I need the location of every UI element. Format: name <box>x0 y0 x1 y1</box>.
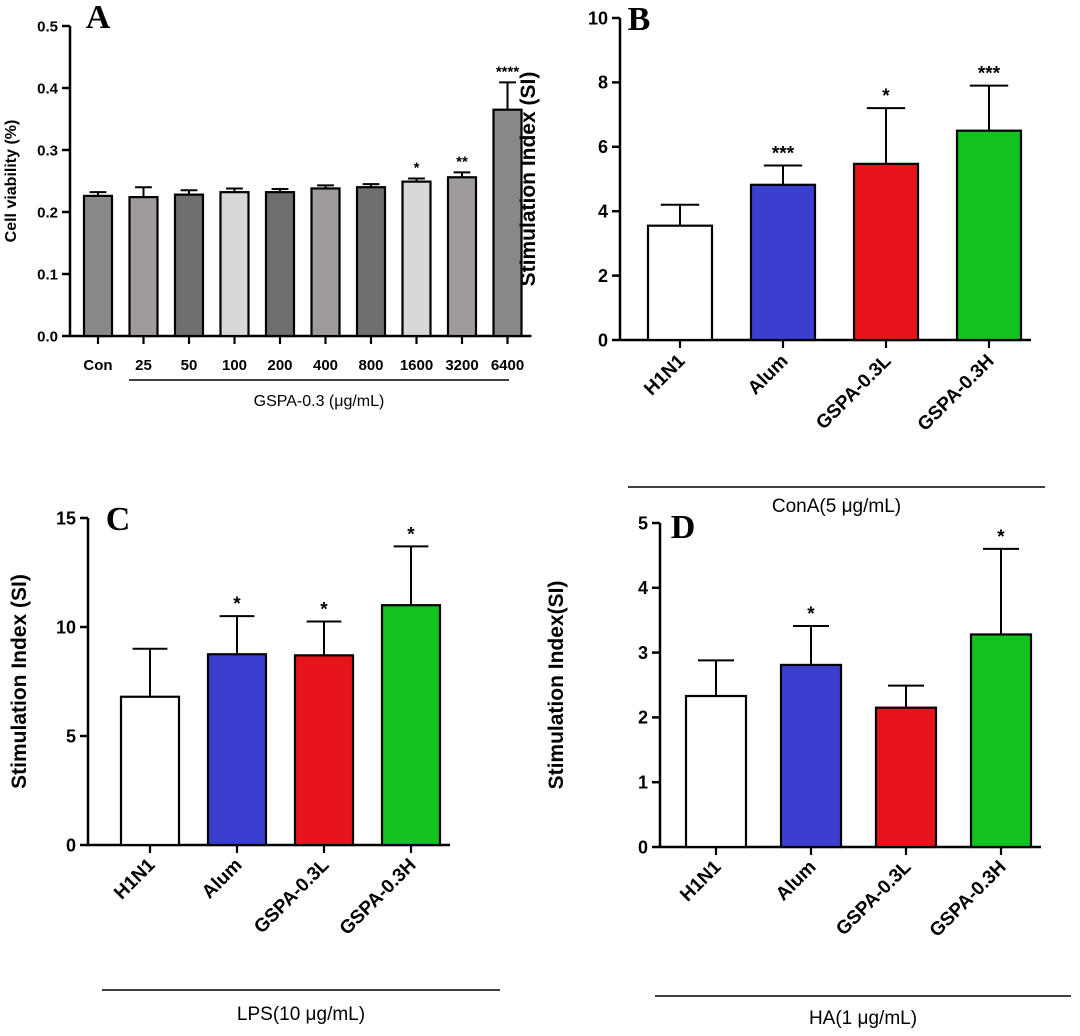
bar <box>293 654 355 847</box>
y-tick-label: 0 <box>638 837 648 857</box>
y-tick-label: 0.2 <box>37 204 58 221</box>
y-tick-label: 5 <box>66 726 76 746</box>
y-tick-label: 0.5 <box>37 18 58 35</box>
bar <box>684 694 748 849</box>
y-tick-label: 3 <box>638 643 648 663</box>
x-axis-title: HA(1 μg/mL) <box>809 1008 917 1029</box>
x-category-label: Alum <box>772 857 820 905</box>
x-axis-title: LPS(10 μg/mL) <box>237 1004 365 1025</box>
x-category-label: GSPA-0.3L <box>250 854 334 938</box>
y-tick-label: 10 <box>588 8 608 28</box>
significance-mark: *** <box>772 143 795 164</box>
significance-mark: * <box>882 86 890 107</box>
x-category-label: H1N1 <box>110 854 160 904</box>
x-axis-title: ConA(5 μg/mL) <box>772 496 901 517</box>
y-tick-label: 15 <box>56 508 76 528</box>
panel-letter: D <box>671 509 696 546</box>
y-tick-label: 0 <box>598 330 608 350</box>
bar <box>128 196 159 338</box>
significance-mark: * <box>233 594 241 615</box>
y-tick-label: 2 <box>598 266 608 286</box>
panel-c: C Stimulation Index (SI) 0 5 10 15 H1N1 * Alum * G… <box>8 501 500 1025</box>
bar <box>82 194 114 338</box>
y-axis-label: Stimulation Index (SI) <box>8 574 31 789</box>
y-tick-label: 5 <box>638 513 648 533</box>
y-axis-label: Cell viability (%) <box>3 120 20 243</box>
significance-mark: **** <box>496 63 520 80</box>
bar <box>492 108 523 338</box>
y-tick-label: 10 <box>56 617 76 637</box>
significance-mark: * <box>997 527 1005 548</box>
significance-mark: * <box>320 600 328 621</box>
x-category-label: 50 <box>181 357 198 374</box>
significance-mark: *** <box>978 64 1001 85</box>
y-tick-label: 0.1 <box>37 266 58 283</box>
bar <box>219 191 250 338</box>
bar <box>646 224 714 342</box>
bar <box>969 633 1033 849</box>
y-tick-label: 1 <box>638 773 648 793</box>
bar <box>779 663 843 849</box>
bar <box>446 176 478 338</box>
bar <box>173 193 205 338</box>
x-category-label: 200 <box>267 357 292 374</box>
bar <box>852 162 920 342</box>
panel-letter: C <box>106 501 131 538</box>
bar <box>401 180 432 338</box>
y-axis-label: Stimulation Index(SI) <box>545 581 568 790</box>
x-category-label: 6400 <box>491 357 524 374</box>
y-tick-label: 6 <box>598 137 608 157</box>
y-tick-label: 2 <box>638 708 648 728</box>
bar <box>206 653 268 847</box>
x-category-label: 800 <box>358 357 383 374</box>
x-category-label: H1N1 <box>640 350 690 400</box>
x-category-label: Alum <box>198 855 246 903</box>
x-category-label: GSPA-0.3L <box>832 856 916 940</box>
x-category-label: H1N1 <box>676 856 726 906</box>
x-category-label: 100 <box>222 357 247 374</box>
x-category-label: 400 <box>313 357 338 374</box>
bar <box>380 604 442 847</box>
bar <box>955 129 1023 342</box>
significance-mark: * <box>414 160 420 177</box>
y-tick-label: 0.0 <box>37 328 58 345</box>
bar <box>310 187 341 338</box>
x-category-label: Alum <box>744 351 792 399</box>
bar <box>264 191 296 338</box>
x-category-label: 25 <box>135 357 152 374</box>
significance-mark: * <box>407 524 415 545</box>
x-category-label: GSPA-0.3H <box>336 855 421 940</box>
y-tick-label: 0.4 <box>37 80 59 97</box>
bar <box>874 706 938 849</box>
x-category-label: Con <box>83 357 112 374</box>
y-tick-label: 4 <box>638 578 648 598</box>
bar <box>355 186 387 338</box>
y-tick-label: 4 <box>598 202 608 222</box>
bar <box>119 695 181 847</box>
panel-a: A Cell viability (%) 0.0 0.1 0.2 0.3 0.4 0.5 Con… <box>3 0 532 410</box>
x-category-label: 1600 <box>400 357 433 374</box>
panel-letter: A <box>86 0 111 36</box>
y-tick-label: 0 <box>66 835 76 855</box>
panel-b: B Stimulation Index (SI) 0 2 4 6 8 10 H1N1 *** Alu… <box>517 1 1045 517</box>
y-tick-label: 0.3 <box>37 142 58 159</box>
bar <box>749 183 817 342</box>
y-axis-label: Stimulation Index (SI) <box>517 72 540 287</box>
panel-letter: B <box>628 1 651 38</box>
y-tick-label: 8 <box>598 73 608 93</box>
x-category-label: GSPA-0.3H <box>914 351 999 436</box>
x-category-label: 3200 <box>445 357 478 374</box>
x-category-label: GSPA-0.3L <box>812 350 896 434</box>
significance-mark: * <box>807 604 815 625</box>
x-category-label: GSPA-0.3H <box>926 857 1011 942</box>
significance-mark: ** <box>456 153 468 170</box>
x-axis-title: GSPA-0.3 (μg/mL) <box>254 393 385 410</box>
